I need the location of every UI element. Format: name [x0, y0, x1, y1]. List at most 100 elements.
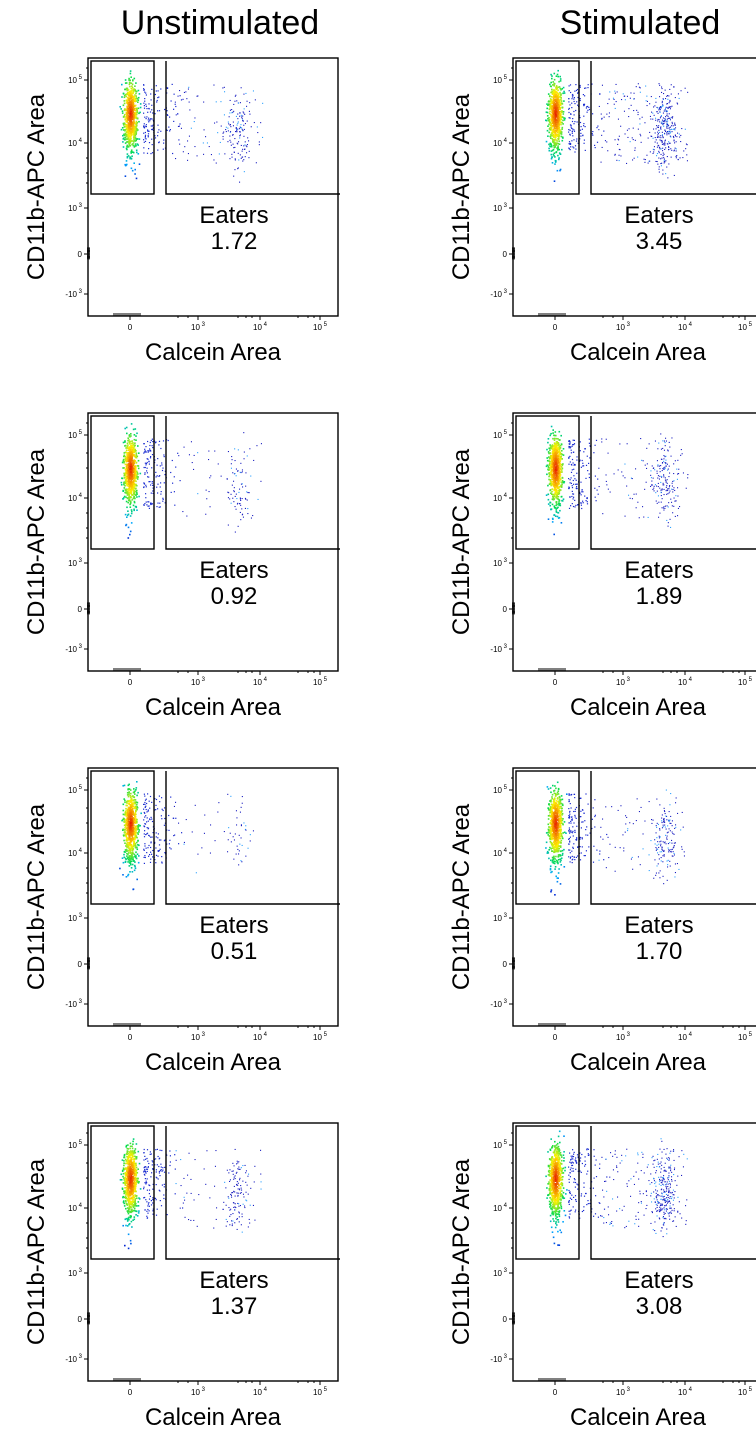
event-point: [560, 111, 563, 114]
event-point: [633, 110, 635, 112]
event-point: [217, 463, 219, 465]
event-point: [585, 107, 587, 109]
event-point: [124, 175, 127, 177]
event-point: [579, 98, 581, 100]
event-point: [131, 477, 134, 480]
event-point: [551, 493, 553, 495]
event-point: [134, 98, 136, 101]
event-point: [135, 461, 138, 464]
event-point: [587, 84, 589, 86]
event-point: [559, 153, 562, 155]
event-point: [122, 129, 125, 131]
event-point: [662, 482, 664, 484]
event-point: [661, 131, 663, 133]
event-point: [584, 495, 586, 497]
event-point: [129, 123, 132, 126]
event-point: [126, 109, 129, 112]
event-point: [131, 452, 134, 454]
event-point: [124, 444, 127, 447]
event-point: [555, 93, 558, 95]
event-point: [572, 498, 574, 500]
event-point: [134, 842, 137, 845]
gate-label: Eaters: [624, 557, 693, 584]
event-point: [600, 161, 602, 163]
event-point: [241, 469, 243, 471]
event-point: [128, 484, 131, 486]
event-point: [132, 114, 134, 116]
event-point: [622, 475, 624, 477]
y-tick-label: -10 3: [65, 289, 82, 299]
event-point: [241, 508, 243, 510]
event-point: [663, 458, 665, 460]
event-point: [150, 484, 152, 486]
event-point: [655, 500, 657, 502]
event-point: [654, 141, 656, 143]
event-point: [557, 124, 559, 126]
event-point: [646, 467, 648, 469]
event-point: [592, 131, 594, 133]
event-point: [132, 822, 135, 824]
event-point: [561, 107, 564, 109]
event-point: [563, 100, 565, 102]
event-point: [556, 442, 559, 445]
event-point: [167, 114, 169, 116]
event-point: [581, 491, 583, 493]
event-point: [559, 485, 561, 488]
event-point: [583, 139, 585, 141]
event-point: [247, 513, 249, 515]
column-title-unstimulated: Unstimulated: [120, 4, 320, 42]
event-point: [666, 110, 668, 112]
event-point: [646, 100, 648, 102]
event-point: [667, 95, 669, 97]
event-point: [549, 449, 551, 451]
event-point: [248, 492, 250, 494]
event-point: [637, 128, 639, 130]
event-point: [242, 120, 244, 122]
event-point: [222, 132, 224, 134]
event-point: [129, 94, 131, 96]
event-point: [673, 140, 675, 142]
event-point: [129, 458, 131, 461]
event-point: [557, 129, 559, 132]
event-point: [561, 453, 563, 456]
event-point: [121, 461, 124, 464]
event-point: [624, 477, 626, 479]
event-point: [545, 119, 547, 122]
event-point: [666, 519, 668, 521]
event-point: [551, 105, 554, 108]
event-point: [680, 449, 682, 451]
event-point: [686, 144, 688, 146]
event-point: [658, 129, 660, 131]
event-point: [594, 147, 596, 149]
event-point: [630, 104, 632, 106]
event-point: [122, 116, 125, 118]
event-point: [550, 150, 553, 152]
event-point: [661, 121, 663, 123]
event-point: [128, 485, 130, 488]
event-point: [556, 99, 559, 101]
event-point: [660, 489, 662, 491]
event-point: [148, 148, 150, 150]
event-point: [555, 476, 558, 479]
event-point: [156, 475, 158, 477]
event-point: [128, 110, 131, 112]
event-point: [128, 77, 130, 80]
event-point: [177, 95, 179, 97]
event-point: [124, 118, 127, 121]
event-point: [572, 493, 575, 495]
event-point: [240, 462, 242, 464]
event-point: [130, 501, 132, 504]
event-point: [158, 142, 160, 144]
event-point: [658, 136, 660, 138]
event-point: [150, 456, 152, 458]
event-point: [553, 453, 556, 455]
event-point: [124, 857, 127, 860]
event-point: [196, 95, 198, 97]
event-point: [553, 94, 555, 97]
x-tick-label: 10 4: [253, 677, 268, 687]
event-point: [134, 135, 137, 137]
event-point: [553, 439, 556, 441]
event-point: [132, 474, 134, 476]
event-point: [129, 446, 131, 449]
event-point: [560, 121, 563, 124]
